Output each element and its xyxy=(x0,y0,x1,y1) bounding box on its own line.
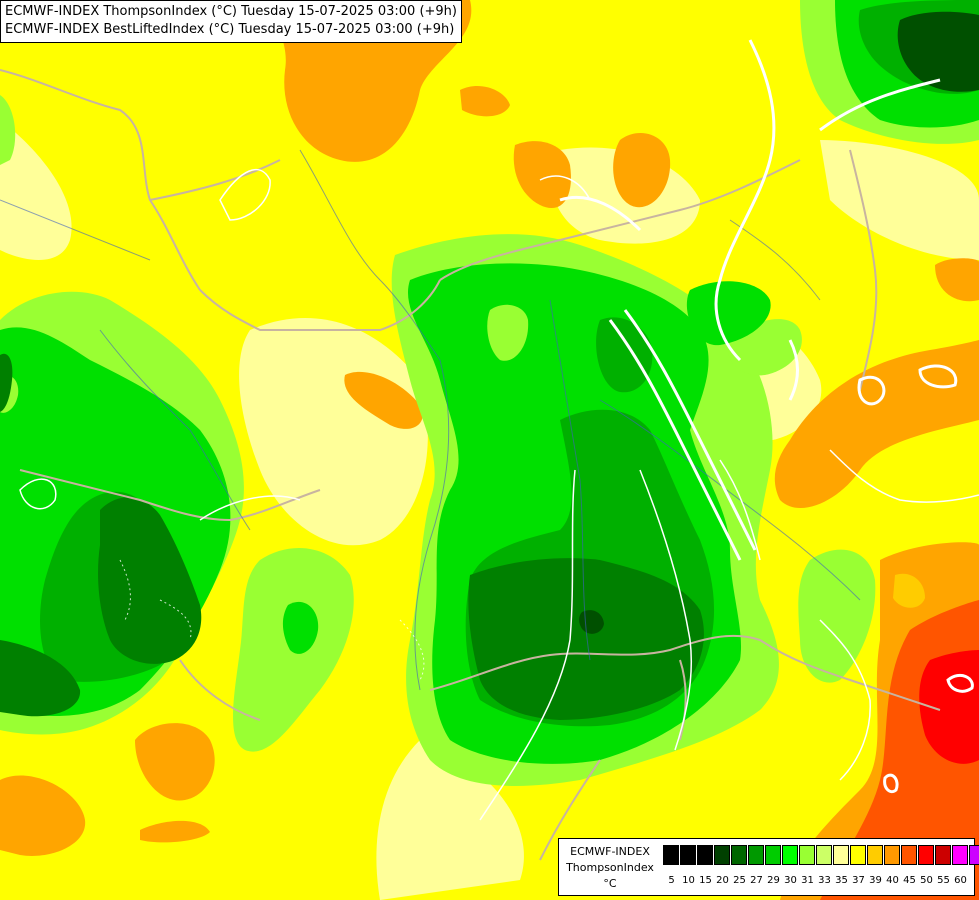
legend-swatch xyxy=(714,845,730,865)
legend-tick-label: 25 xyxy=(733,875,746,886)
field-orange xyxy=(140,820,210,843)
field-orange xyxy=(135,723,215,801)
legend-swatch xyxy=(799,845,815,865)
legend-swatch xyxy=(969,845,979,865)
legend-title: ECMWF-INDEX xyxy=(570,845,650,858)
legend-swatch xyxy=(884,845,900,865)
title-thompson-index: ECMWF-INDEX ThompsonIndex (°C) Tuesday 1… xyxy=(5,4,457,19)
field-dark-green xyxy=(468,558,704,720)
legend-swatch xyxy=(867,845,883,865)
legend-swatch xyxy=(697,845,713,865)
legend-swatches xyxy=(663,845,979,865)
legend-tick-label: 35 xyxy=(835,875,848,886)
field-lime xyxy=(487,304,529,361)
legend-swatch xyxy=(850,845,866,865)
field-dark-green xyxy=(0,353,13,412)
field-green xyxy=(282,601,319,654)
legend-tick-label: 10 xyxy=(682,875,695,886)
legend-swatch xyxy=(816,845,832,865)
legend-tick-label: 5 xyxy=(668,875,675,886)
field-pale-yellow xyxy=(376,740,524,900)
legend-swatch xyxy=(901,845,917,865)
legend-swatch xyxy=(731,845,747,865)
field-red xyxy=(919,650,979,764)
field-pale-yellow xyxy=(820,140,979,260)
legend-swatch xyxy=(918,845,934,865)
title-best-lifted-index: ECMWF-INDEX BestLiftedIndex (°C) Tuesday… xyxy=(5,22,455,37)
field-orange xyxy=(0,775,86,856)
field-orange xyxy=(344,371,423,429)
field-lime xyxy=(798,549,876,683)
country-borders xyxy=(0,69,941,861)
lifted-index-contours-thin xyxy=(19,168,979,821)
legend-tick-label: 37 xyxy=(852,875,865,886)
legend-tick-label: 15 xyxy=(699,875,712,886)
field-orange xyxy=(460,85,510,117)
legend-swatch xyxy=(663,845,679,865)
legend-swatch xyxy=(748,845,764,865)
legend-swatch xyxy=(765,845,781,865)
legend-swatch xyxy=(782,845,798,865)
legend-ticks: 5 10 15 20 25 27 29 30 31 33 35 37 39 40 45 50 55 60 xyxy=(663,875,969,886)
legend-swatch xyxy=(680,845,696,865)
field-pale-yellow xyxy=(0,120,72,260)
legend-tick-label: 33 xyxy=(818,875,831,886)
legend-unit: °C xyxy=(603,877,617,890)
legend-tick-label: 39 xyxy=(869,875,882,886)
color-legend: ECMWF-INDEX ThompsonIndex °C 5 10 15 20 25 27… xyxy=(558,838,979,896)
field-orange xyxy=(613,132,671,208)
field-darkest-green xyxy=(897,11,979,92)
legend-swatch xyxy=(952,845,968,865)
legend-tick-label: 60 xyxy=(954,875,967,886)
field-pale-yellow xyxy=(239,318,428,546)
field-green xyxy=(686,281,771,346)
legend-subtitle: ThompsonIndex xyxy=(566,861,654,874)
lifted-index-contours-dotted xyxy=(119,559,425,681)
legend-tick-label: 30 xyxy=(784,875,797,886)
legend-swatch xyxy=(935,845,951,865)
field-orange xyxy=(513,141,571,209)
legend-tick-label: 40 xyxy=(886,875,899,886)
field-dark-green xyxy=(0,640,81,717)
legend-tick-label: 45 xyxy=(903,875,916,886)
legend-swatch xyxy=(833,845,849,865)
rivers xyxy=(0,149,861,691)
legend-tick-label: 31 xyxy=(801,875,814,886)
map-title-box: ECMWF-INDEX ThompsonIndex (°C) Tuesday 1… xyxy=(0,0,462,43)
field-dark-green xyxy=(98,497,202,664)
field-lime xyxy=(0,95,16,165)
field-light-orange xyxy=(893,573,925,608)
legend-tick-label: 50 xyxy=(920,875,933,886)
legend-tick-label: 55 xyxy=(937,875,950,886)
legend-tick-label: 20 xyxy=(716,875,729,886)
field-mid-green xyxy=(596,317,653,393)
field-orange xyxy=(935,258,979,302)
legend-tick-label: 27 xyxy=(750,875,763,886)
lifted-index-contours xyxy=(559,39,974,794)
legend-tick-label: 29 xyxy=(767,875,780,886)
